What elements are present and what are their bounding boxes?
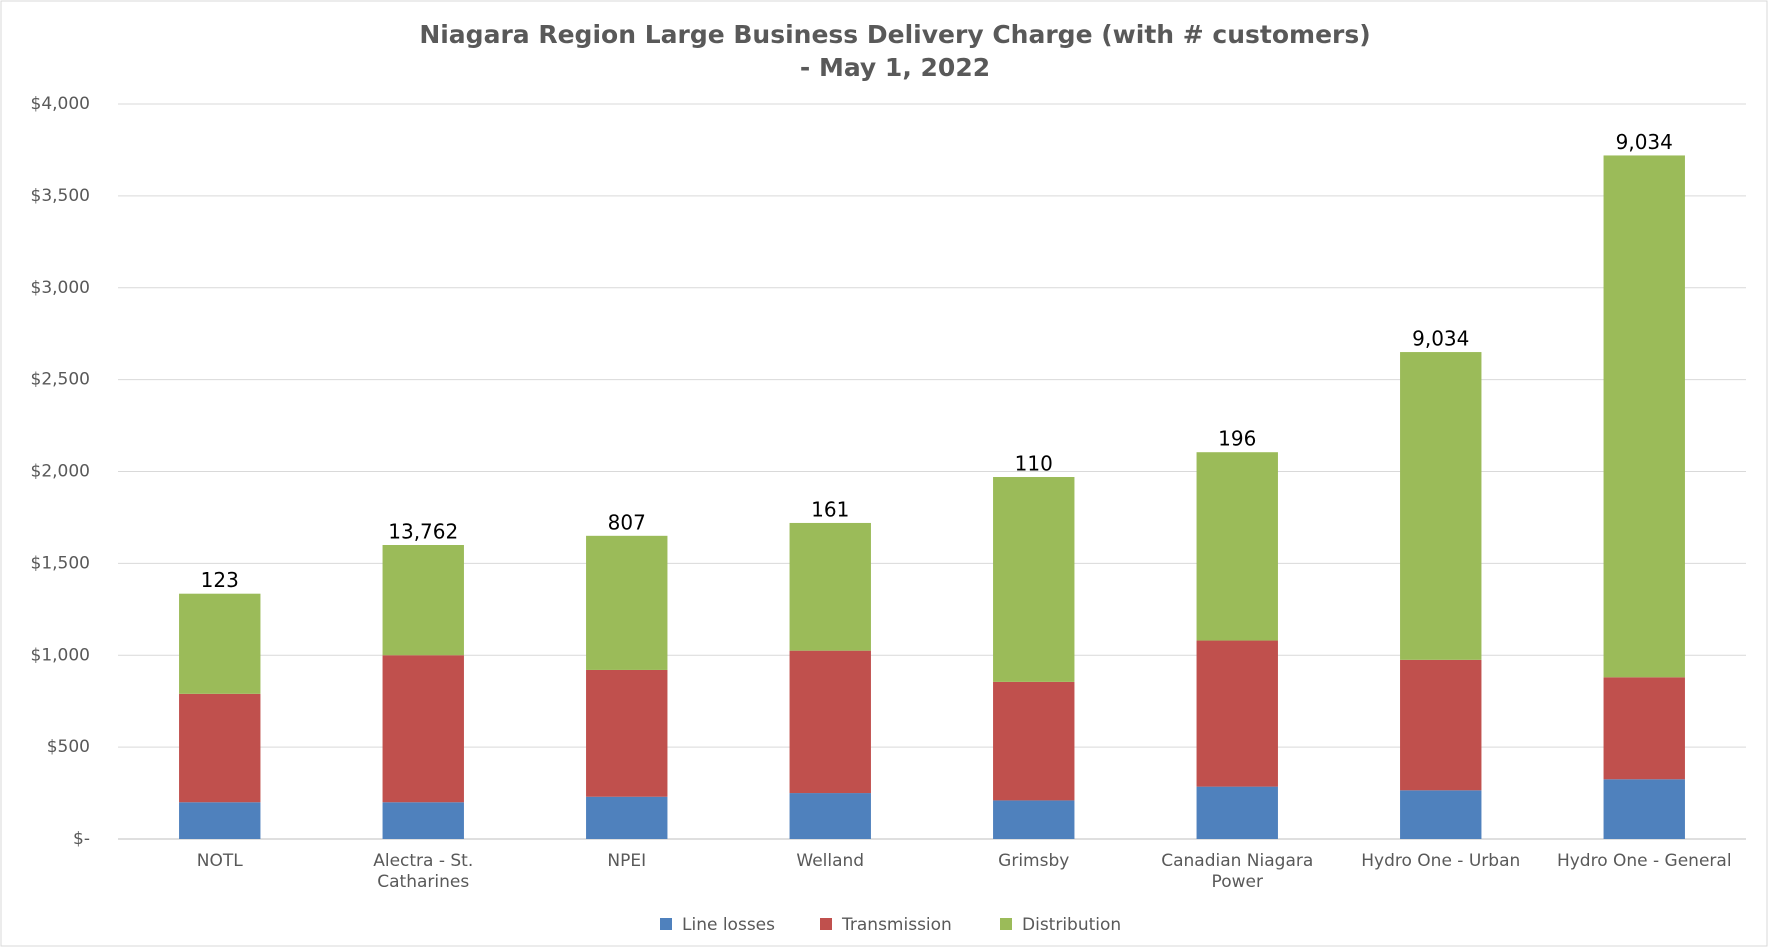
bar-segment: [1400, 790, 1482, 839]
chart-subtitle: - May 1, 2022: [800, 53, 990, 82]
x-tick-label: Alectra - St. Catharines: [373, 851, 474, 892]
y-tick-label: $3,000: [31, 278, 90, 298]
bar-segment: [993, 681, 1075, 801]
customer-label: 110: [1015, 452, 1053, 476]
legend-label: Distribution: [1022, 915, 1121, 935]
bar-segment: [1603, 155, 1685, 678]
y-tick-label: $-: [73, 829, 90, 849]
y-tick-label: $2,000: [31, 462, 90, 482]
customer-label: 807: [608, 510, 646, 534]
bar-segment: [1400, 659, 1482, 791]
legend-swatch: [660, 918, 672, 930]
bar-segment: [1196, 786, 1278, 839]
bar-segment: [586, 669, 668, 797]
customer-label: 196: [1218, 427, 1256, 451]
bar-segment: [382, 545, 464, 656]
y-tick-label: $3,500: [31, 186, 90, 206]
y-tick-label: $1,500: [31, 553, 90, 573]
bar-segment: [1196, 640, 1278, 787]
bar-segment: [382, 802, 464, 839]
legend-swatch: [1000, 918, 1012, 930]
bar-segment: [382, 655, 464, 803]
y-tick-label: $4,000: [31, 94, 90, 114]
bar-segment: [586, 796, 668, 839]
customer-label: 9,034: [1412, 327, 1469, 351]
x-tick-label: Canadian Niagara Power: [1161, 851, 1314, 892]
legend-swatch: [820, 918, 832, 930]
bar-segment: [179, 693, 261, 803]
bar-segment: [789, 650, 871, 794]
customer-label: 123: [201, 568, 239, 592]
x-tick-label: Welland: [796, 851, 865, 871]
bar-segment: [179, 593, 261, 694]
customer-label: 161: [811, 497, 849, 521]
y-tick-label: $2,500: [31, 370, 90, 390]
bar-segment: [179, 802, 261, 839]
bar-segment: [1400, 352, 1482, 660]
legend-label: Line losses: [682, 915, 775, 935]
bar-segment: [789, 793, 871, 839]
legend-label: Transmission: [841, 915, 952, 935]
customer-label: 13,762: [388, 520, 458, 544]
y-tick-label: $500: [47, 737, 90, 757]
bar-segment: [789, 522, 871, 651]
x-tick-label: Grimsby: [998, 851, 1070, 871]
bar-segment: [993, 800, 1075, 839]
x-tick-label: Hydro One - Urban: [1361, 851, 1521, 871]
chart-title: Niagara Region Large Business Delivery C…: [419, 20, 1370, 49]
customer-label: 9,034: [1616, 130, 1673, 154]
bar-segment: [1603, 779, 1685, 839]
x-tick-label: Hydro One - General: [1556, 851, 1732, 871]
bar-segment: [1196, 452, 1278, 641]
bar-segment: [586, 535, 668, 670]
x-tick-label: NOTL: [196, 851, 243, 871]
x-tick-label: NPEI: [607, 851, 647, 871]
bar-segment: [993, 477, 1075, 682]
y-tick-label: $1,000: [31, 645, 90, 665]
bar-segment: [1603, 677, 1685, 780]
